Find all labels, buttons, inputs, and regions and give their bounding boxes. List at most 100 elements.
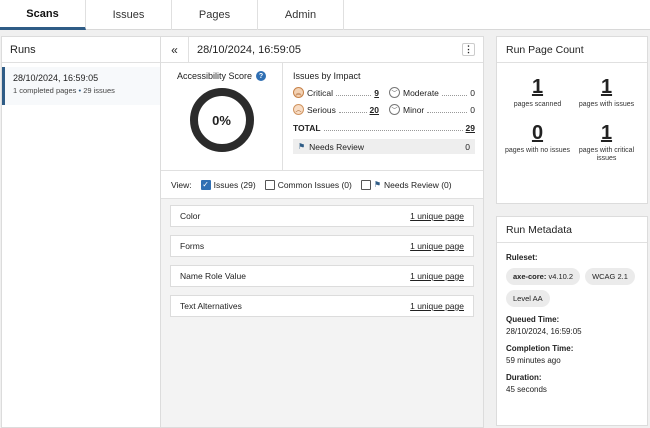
stat-value[interactable]: 0: [531, 122, 544, 144]
top-tab-bar: Scans Issues Pages Admin: [0, 0, 650, 30]
flag-icon: ⚑: [373, 180, 382, 189]
serious-icon: ︿: [293, 104, 304, 115]
checkbox-icon: [264, 179, 275, 190]
rule-name: Name Role Value: [180, 271, 246, 281]
run-detail-title: 28/10/2024, 16:59:05: [197, 43, 301, 56]
rule-row[interactable]: Text Alternatives 1 unique page: [170, 295, 474, 317]
queued-label: Queued Time:: [506, 315, 560, 324]
stat-label: pages with no issues: [505, 147, 570, 154]
rule-pages-link[interactable]: 1 unique page: [410, 211, 464, 221]
run-page-count-card: Run Page Count 1 pages scanned 1 pages w…: [496, 36, 648, 204]
runs-title: Runs: [2, 37, 160, 63]
minor-icon: ﹀: [389, 104, 400, 115]
stat-pages-no-issues: 0 pages with no issues: [503, 123, 572, 163]
help-icon[interactable]: ?: [256, 71, 267, 81]
completion-label: Completion Time:: [506, 344, 574, 353]
stat-value[interactable]: 1: [600, 76, 613, 98]
duration-label: Duration:: [506, 373, 542, 382]
needs-review-count: 0: [465, 141, 470, 152]
rule-name: Color: [180, 211, 201, 221]
stat-label: pages with critical issues: [578, 147, 635, 162]
flag-icon: ⚑: [298, 142, 306, 151]
critical-count[interactable]: 9: [374, 87, 379, 98]
rule-row[interactable]: Name Role Value 1 unique page: [170, 265, 474, 287]
runs-panel: Runs 28/10/2024, 16:59:05 1 completed pa…: [1, 36, 161, 428]
rule-list: Color 1 unique page Forms 1 unique page …: [161, 199, 483, 331]
minor-label: Minor: [403, 104, 425, 115]
filter-issues-checkbox[interactable]: ✓ Issues (29): [200, 179, 256, 190]
ruleset-label: Ruleset:: [506, 253, 538, 262]
filter-common-checkbox[interactable]: Common Issues (0): [264, 179, 352, 190]
impact-total: TOTAL 29: [293, 123, 475, 133]
metadata-title: Run Metadata: [497, 217, 647, 243]
minor-count: 0: [470, 104, 475, 115]
run-date: 28/10/2024, 16:59:05: [13, 73, 99, 83]
chip-wcag: WCAG 2.1: [585, 268, 635, 285]
view-filter-row: View: ✓ Issues (29) Common Issues (0) ⚑ …: [161, 171, 483, 199]
filter-review-checkbox[interactable]: ⚑ Needs Review (0): [360, 179, 452, 190]
tab-pages[interactable]: Pages: [172, 0, 258, 30]
checkbox-icon: [360, 179, 371, 190]
duration-value: 45 seconds: [506, 385, 547, 394]
chip-engine-version: v4.10.2: [548, 272, 574, 281]
rule-pages-link[interactable]: 1 unique page: [410, 271, 464, 281]
rule-name: Forms: [180, 241, 205, 251]
run-detail-header: « 28/10/2024, 16:59:05 ⋮: [161, 36, 483, 63]
tab-scans[interactable]: Scans: [0, 0, 86, 30]
moderate-label: Moderate: [403, 87, 439, 98]
run-summary: 1 completed pages • 29 issues: [13, 86, 115, 95]
stat-label: pages scanned: [513, 101, 562, 108]
total-label: TOTAL: [293, 123, 321, 133]
impact-title: Issues by Impact: [293, 71, 361, 81]
rule-name: Text Alternatives: [180, 301, 242, 311]
critical-icon: ︽: [293, 87, 304, 98]
stat-value[interactable]: 1: [531, 76, 544, 98]
rule-pages-link[interactable]: 1 unique page: [410, 301, 464, 311]
filter-review-label: Needs Review (0): [384, 179, 452, 190]
issues-by-impact: Issues by Impact ︽ Critical 9 ﹀ Moderate…: [283, 63, 483, 170]
chip-engine-name: axe-core:: [513, 272, 547, 281]
stat-pages-with-issues: 1 pages with issues: [572, 77, 641, 109]
needs-review-row: ⚑ Needs Review 0: [293, 139, 475, 154]
completion-value: 59 minutes ago: [506, 356, 561, 365]
critical-label: Critical: [307, 87, 333, 98]
stat-pages-critical: 1 pages with critical issues: [572, 123, 641, 163]
impact-minor: ﹀ Minor 0: [389, 104, 475, 115]
score-value: 0%: [212, 112, 231, 128]
filter-issues-label: Issues (29): [213, 179, 256, 190]
run-detail-panel: « 28/10/2024, 16:59:05 ⋮ Accessibility S…: [160, 36, 484, 428]
view-label: View:: [171, 179, 192, 190]
stat-value[interactable]: 1: [600, 122, 613, 144]
moderate-count: 0: [470, 87, 475, 98]
tab-admin[interactable]: Admin: [258, 0, 344, 30]
run-pages-count: 1 completed pages: [13, 86, 77, 95]
stat-pages-scanned: 1 pages scanned: [503, 77, 572, 109]
score-ring: 0%: [189, 88, 254, 152]
rule-pages-link[interactable]: 1 unique page: [410, 241, 464, 251]
needs-review-label: Needs Review: [309, 141, 364, 152]
page-count-title: Run Page Count: [497, 37, 647, 63]
score-heading: Accessibility Score ?: [176, 71, 267, 81]
score-section: Accessibility Score ? 0% Issues by Impac…: [161, 63, 483, 171]
moderate-icon: ﹀: [389, 87, 400, 98]
impact-serious: ︿ Serious 20: [293, 104, 379, 115]
run-metadata-card: Run Metadata Ruleset: axe-core: v4.10.2 …: [496, 216, 648, 426]
run-issues-count: 29 issues: [83, 86, 115, 95]
queued-value: 28/10/2024, 16:59:05: [506, 327, 582, 336]
collapse-icon[interactable]: «: [161, 36, 189, 63]
ruleset-chips: axe-core: v4.10.2 WCAG 2.1 Level AA: [506, 268, 638, 307]
tab-issues[interactable]: Issues: [86, 0, 172, 30]
stat-label: pages with issues: [578, 101, 635, 108]
serious-count[interactable]: 20: [369, 104, 379, 115]
accessibility-score-card: Accessibility Score ? 0%: [161, 63, 283, 170]
serious-label: Serious: [307, 104, 336, 115]
score-label: Accessibility Score: [176, 71, 253, 81]
filter-common-label: Common Issues (0): [277, 179, 352, 190]
rule-row[interactable]: Color 1 unique page: [170, 205, 474, 227]
rule-row[interactable]: Forms 1 unique page: [170, 235, 474, 257]
more-menu-icon[interactable]: ⋮: [462, 43, 475, 56]
run-list-item[interactable]: 28/10/2024, 16:59:05 1 completed pages •…: [2, 67, 160, 105]
chip-engine: axe-core: v4.10.2: [506, 268, 581, 285]
total-count[interactable]: 29: [465, 123, 475, 133]
impact-critical: ︽ Critical 9: [293, 87, 379, 98]
